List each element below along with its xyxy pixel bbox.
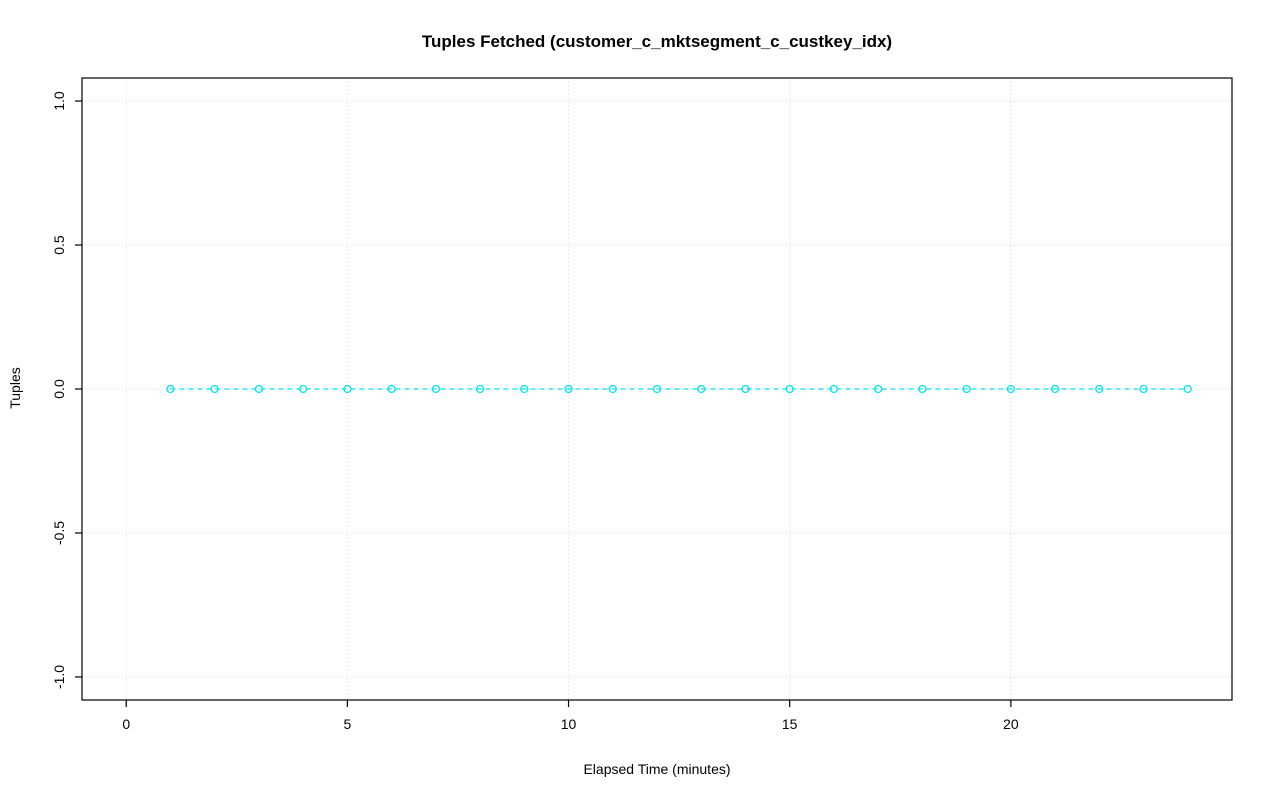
data-point-marker xyxy=(1006,384,1015,394)
y-tick-label: 0.5 xyxy=(51,235,67,255)
x-tick-label: 10 xyxy=(561,716,577,732)
data-point-marker xyxy=(741,384,750,394)
y-tick-label: -0.5 xyxy=(51,521,67,545)
data-point-marker xyxy=(1183,384,1192,394)
data-point-marker xyxy=(785,384,794,394)
data-point-marker xyxy=(475,384,485,394)
data-point-marker xyxy=(343,384,352,394)
data-point-marker xyxy=(608,384,617,394)
y-tick-label: 0.0 xyxy=(51,379,67,399)
data-point-marker xyxy=(652,384,662,394)
data-point-marker xyxy=(166,384,175,394)
data-point-marker xyxy=(874,384,883,394)
data-point-marker xyxy=(299,384,308,394)
data-point-marker xyxy=(564,384,573,394)
data-point-marker xyxy=(918,384,927,394)
data-point-marker xyxy=(210,384,219,394)
data-point-marker xyxy=(520,384,529,394)
data-point-marker xyxy=(254,384,264,394)
chart-title: Tuples Fetched (customer_c_mktsegment_c_… xyxy=(421,32,893,51)
x-tick-label: 0 xyxy=(122,716,130,732)
y-axis-label: Tuples xyxy=(7,367,23,409)
x-tick-label: 15 xyxy=(782,716,798,732)
x-axis-label: Elapsed Time (minutes) xyxy=(583,761,731,777)
data-point-marker xyxy=(1095,384,1104,394)
data-point-marker xyxy=(962,384,971,394)
x-tick-label: 20 xyxy=(1003,716,1019,732)
data-point-marker xyxy=(697,384,706,394)
data-point-marker xyxy=(387,384,396,394)
data-point-marker xyxy=(431,384,440,394)
data-point-marker xyxy=(1050,384,1060,394)
y-tick-label: -1.0 xyxy=(51,665,67,689)
x-tick-label: 5 xyxy=(343,716,351,732)
y-tick-label: 1.0 xyxy=(51,91,67,111)
data-point-marker xyxy=(1139,384,1148,394)
data-point-marker xyxy=(829,384,839,394)
